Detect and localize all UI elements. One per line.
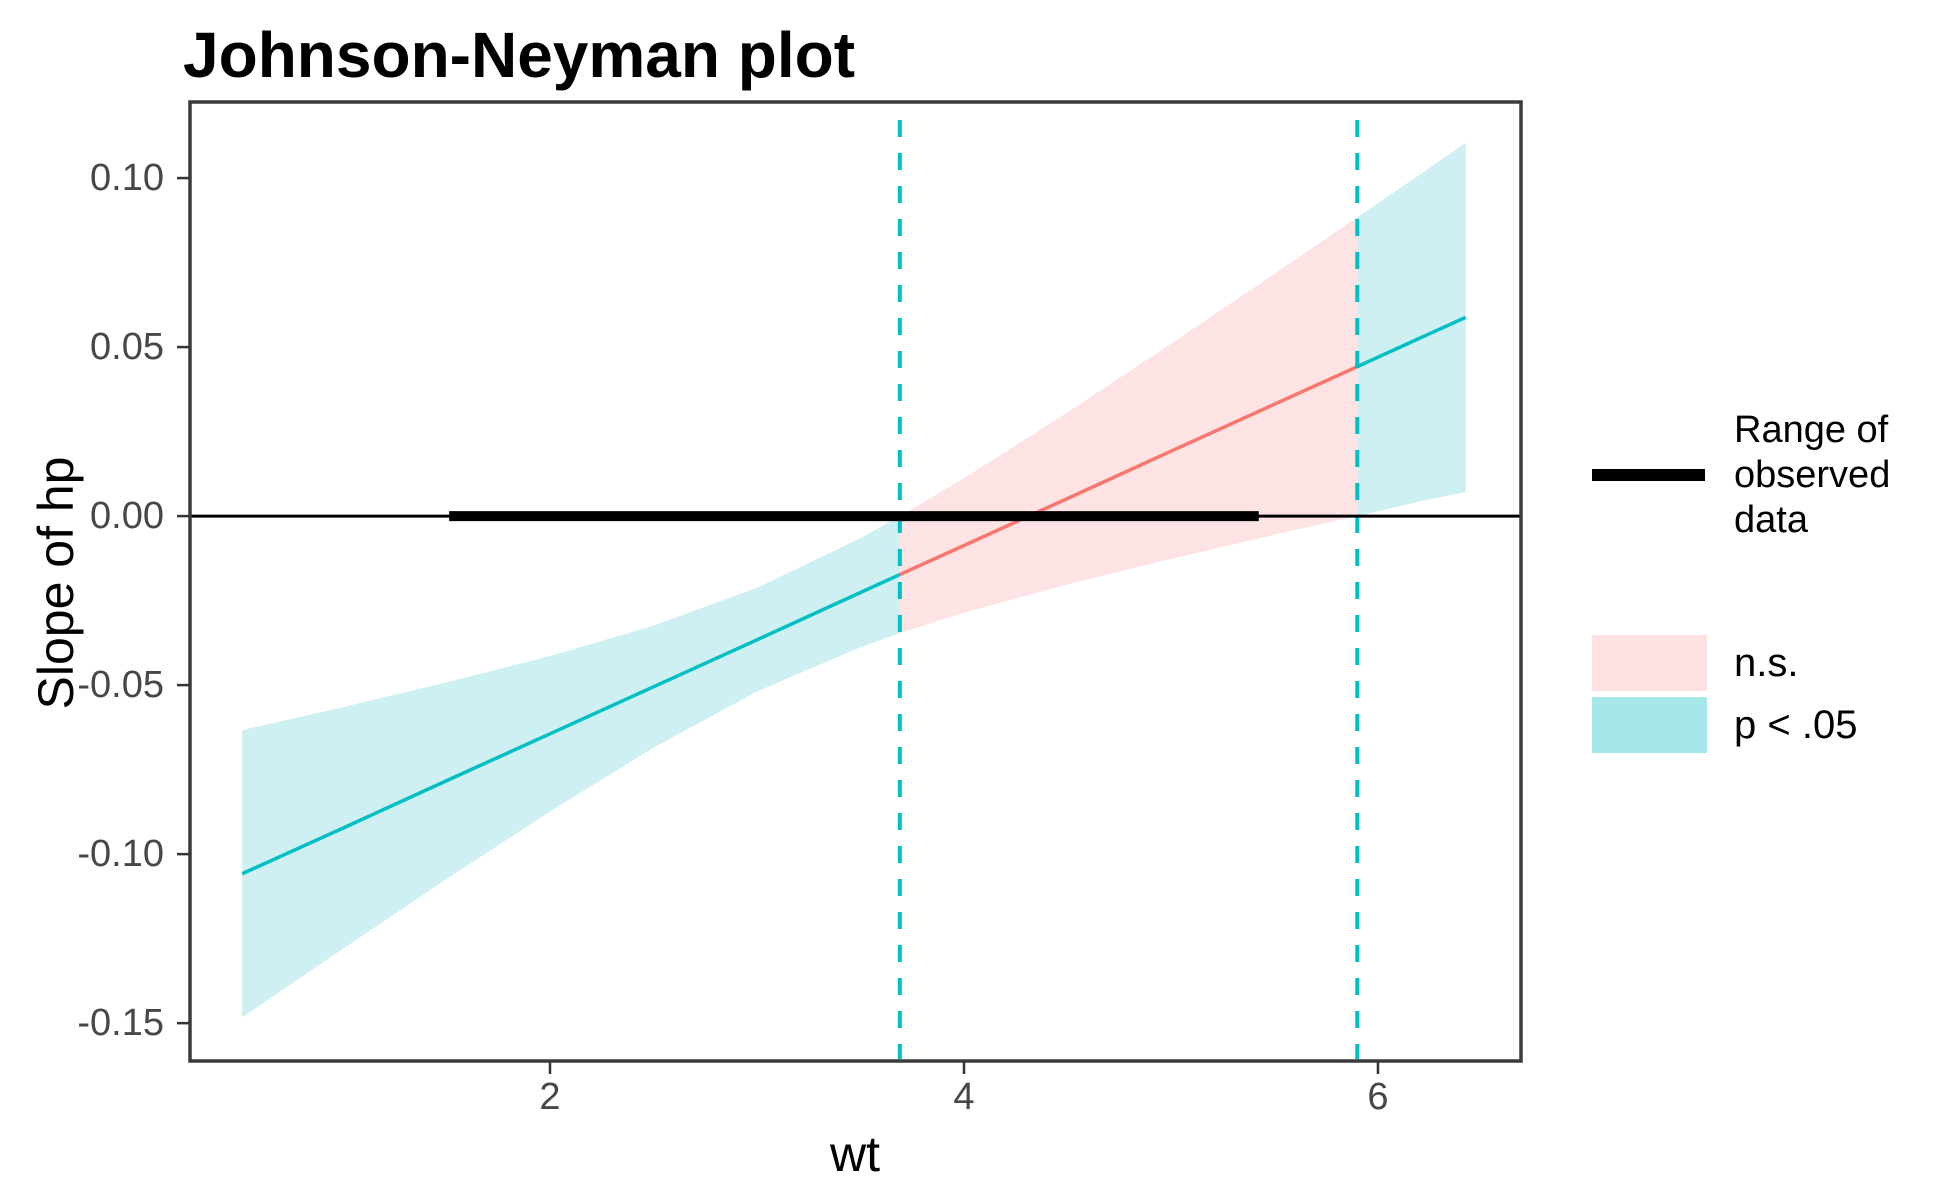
x-tick-label: 4 [953, 1076, 975, 1118]
legend-sig-swatch [1592, 697, 1707, 753]
chart-title: Johnson-Neyman plot [183, 19, 856, 91]
y-tick-label: -0.05 [77, 664, 164, 707]
legend-ns-label: n.s. [1734, 641, 1799, 685]
ci-ribbon-significant-right [1357, 142, 1466, 517]
y-tick-label: 0.10 [90, 157, 164, 200]
y-axis-title: Slope of hp [28, 456, 84, 710]
y-tick-label: -0.15 [77, 1002, 164, 1045]
panel-border [188, 100, 1523, 1063]
legend-sig-label: p < .05 [1734, 703, 1858, 747]
x-axis-title: wt [830, 1126, 880, 1182]
legend-observed-range-label: Range of observed data [1734, 409, 1891, 541]
ci-ribbon-non-significant [899, 217, 1358, 634]
y-tick-label: 0.05 [90, 326, 164, 369]
y-tick-label: 0.00 [90, 495, 164, 538]
x-tick-label: 2 [539, 1076, 561, 1118]
slope-line-non-significant [899, 365, 1359, 577]
slope-line-significant-right [1356, 315, 1467, 369]
legend-observed-range-swatch [1592, 469, 1705, 481]
y-tick-label: -0.10 [77, 833, 164, 876]
legend-ns-swatch [1592, 635, 1707, 691]
ci-ribbon-significant-left [242, 516, 900, 1018]
x-tick-label: 6 [1367, 1076, 1389, 1118]
slope-line-significant-left [241, 572, 901, 876]
